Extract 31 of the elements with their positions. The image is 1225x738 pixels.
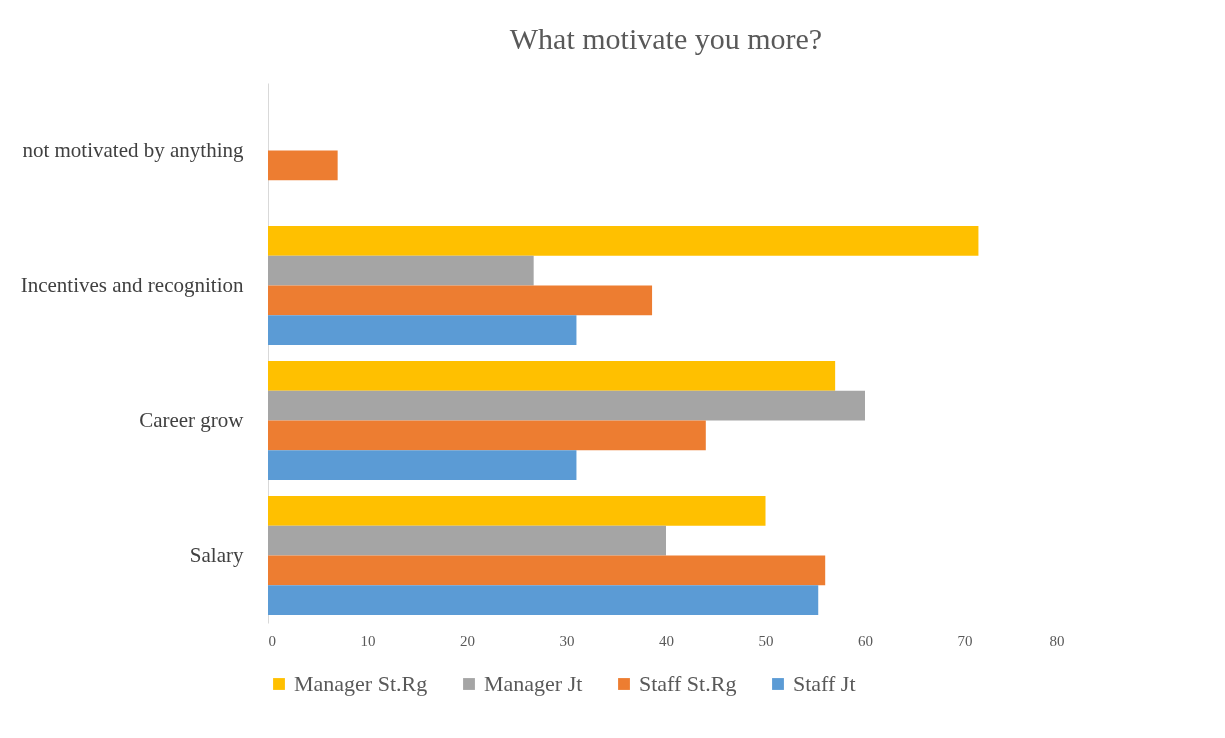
x-tick-label: 70 <box>957 632 973 649</box>
chart-title: What motivate you more? <box>509 22 823 55</box>
y-tick-label: Salary <box>189 542 244 567</box>
legend-label: Staff Jt <box>793 671 856 696</box>
bar <box>268 285 653 316</box>
bar <box>268 525 666 556</box>
bar <box>268 150 338 181</box>
legend-label: Manager St.Rg <box>294 671 428 696</box>
x-tick-label: 50 <box>758 632 774 649</box>
x-tick-label: 30 <box>559 632 575 649</box>
bar <box>268 585 819 615</box>
y-tick-label: not motivated by anything <box>22 137 244 162</box>
x-tick-label: 20 <box>460 632 475 649</box>
bar <box>268 255 534 286</box>
bar <box>268 450 577 480</box>
x-tick-label: 10 <box>360 632 376 649</box>
bar <box>268 361 836 391</box>
bar <box>268 555 826 586</box>
x-tick-label: 60 <box>858 632 873 649</box>
y-tick-label: Career grow <box>139 407 245 432</box>
bar <box>268 315 577 345</box>
bar <box>268 420 706 451</box>
x-tick-label: 40 <box>659 632 674 649</box>
bar <box>268 390 865 421</box>
x-tick-label: 80 <box>1049 632 1065 649</box>
bar <box>268 496 766 526</box>
x-tick-label: 0 <box>268 632 276 649</box>
legend-label: Manager Jt <box>484 671 583 696</box>
bar <box>268 226 979 256</box>
legend-label: Staff St.Rg <box>639 671 737 696</box>
y-tick-label: Incentives and recognition <box>20 272 244 297</box>
